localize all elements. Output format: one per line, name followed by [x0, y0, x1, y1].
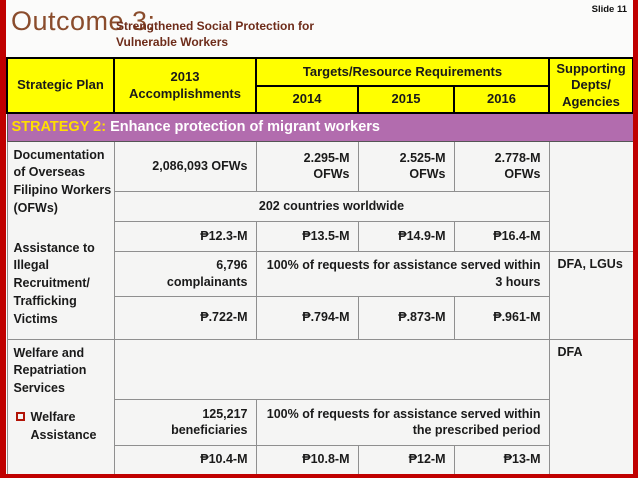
checkbox-bullet-icon: [15, 411, 25, 421]
cell-welfare-target: 100% of requests for assistance served w…: [255, 398, 550, 446]
cell-assistance-target: 100% of requests for assistance served w…: [255, 250, 550, 297]
cell-2016-assist-budget: ₱.961-M: [453, 295, 550, 340]
welfare-assistance-label: Welfare Assistance: [30, 409, 97, 442]
cell-2014-welfare-budget: ₱10.8-M: [255, 444, 359, 474]
header-strategic-plan: Strategic Plan: [6, 57, 115, 114]
header-year-2016: 2016: [453, 85, 550, 114]
header-2013-accomplishments: 2013 Accomplishments: [113, 57, 257, 114]
cell-2016-welfare-budget: ₱13-M: [453, 444, 550, 474]
table-row: ₱10.4-M ₱10.8-M ₱12-M ₱13-M: [7, 444, 633, 474]
cell-2015-welfare-budget: ₱12-M: [357, 444, 455, 474]
strategic-plan-table: Strategic Plan 2013 Accomplishments Targ…: [6, 57, 633, 474]
strategy-label: STRATEGY 2:: [11, 118, 107, 135]
cell-2016-ofw-target: 2.778-M OFWs: [453, 140, 550, 192]
cell-welfare-empty-span: [113, 338, 550, 400]
cell-2014-assist-budget: ₱.794-M: [255, 295, 359, 340]
strategy-banner: STRATEGY 2: Enhance protection of migran…: [6, 112, 633, 142]
cell-support-empty: [548, 140, 633, 252]
cell-support-dfa: DFA: [548, 338, 633, 474]
table-row: 125,217 beneficiaries 100% of requests f…: [7, 398, 633, 446]
strategy-text: Enhance protection of migrant workers: [106, 118, 380, 135]
table-header-row-1: Strategic Plan 2013 Accomplishments Targ…: [6, 57, 633, 114]
table-row: ₱.722-M ₱.794-M ₱.873-M ₱.961-M: [7, 295, 633, 340]
strategy-banner-row: STRATEGY 2: Enhance protection of migran…: [6, 112, 633, 142]
header-year-2014: 2014: [255, 85, 359, 114]
header-targets: Targets/Resource Requirements: [255, 57, 550, 87]
program-documentation-text: Documentation of Overseas Filipino Worke…: [13, 147, 112, 215]
outcome-subtitle: Strengthened Social Protection for Vulne…: [116, 19, 315, 49]
table-row: Documentation of Overseas Filipino Worke…: [6, 140, 633, 340]
table-row: Welfare and Repatriation Services Welfar…: [6, 338, 633, 474]
cell-2014-ofw-target: 2.295-M OFWs: [255, 140, 359, 192]
table-header-row-2: 2014 2015 2016: [7, 85, 633, 114]
cell-2013-welfare-budget: ₱10.4-M: [113, 444, 257, 474]
cell-2015-ofw-target: 2.525-M OFWs: [357, 140, 455, 192]
cell-program-welfare: Welfare and Repatriation Services Welfar…: [6, 338, 115, 474]
cell-2016-doc-budget: ₱16.4-M: [453, 220, 550, 252]
table-row: 202 countries worldwide: [7, 190, 633, 222]
cell-2013-complainants: 6,796 complainants: [113, 250, 257, 297]
cell-2015-assist-budget: ₱.873-M: [357, 295, 455, 340]
cell-2013-ofw-count: 2,086,093 OFWs: [113, 140, 257, 192]
cell-2014-doc-budget: ₱13.5-M: [255, 220, 359, 252]
header-supporting-depts: Supporting Depts/ Agencies: [548, 57, 633, 114]
slide-title-area: Outcome 3: Strengthened Social Protectio…: [6, 0, 633, 57]
cell-countries-worldwide: 202 countries worldwide: [113, 190, 550, 222]
cell-support-dfa-lgus: DFA, LGUs: [548, 250, 633, 340]
welfare-assistance-item: Welfare Assistance: [14, 409, 112, 445]
program-welfare-text: Welfare and Repatriation Services: [13, 345, 87, 396]
table-row: 6,796 complainants 100% of requests for …: [7, 250, 633, 340]
cell-program-documentation: Documentation of Overseas Filipino Worke…: [6, 140, 115, 340]
cell-2015-doc-budget: ₱14.9-M: [357, 220, 455, 252]
slide-number: Slide 11: [591, 4, 627, 15]
program-assistance-text: Assistance to Illegal Recruitment/ Traff…: [13, 240, 95, 326]
cell-2013-assist-budget: ₱.722-M: [113, 295, 257, 340]
outcome-title: Outcome 3:: [11, 6, 156, 36]
table-row: ₱12.3-M ₱13.5-M ₱14.9-M ₱16.4-M: [7, 220, 633, 252]
cell-2013-beneficiaries: 125,217 beneficiaries: [113, 398, 257, 446]
header-year-2015: 2015: [357, 85, 455, 114]
cell-2013-doc-budget: ₱12.3-M: [113, 220, 257, 252]
